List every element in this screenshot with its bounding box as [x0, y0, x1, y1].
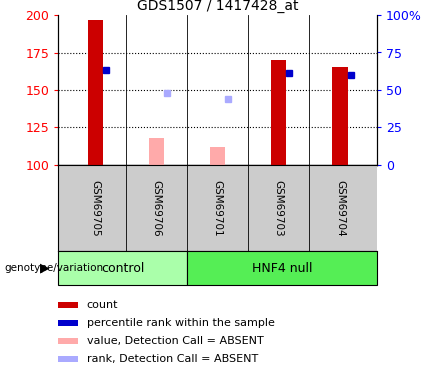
Bar — [58, 338, 78, 344]
Text: GSM69701: GSM69701 — [213, 180, 223, 237]
Text: ▶: ▶ — [40, 262, 50, 274]
Text: GSM69705: GSM69705 — [90, 180, 100, 237]
Text: GSM69704: GSM69704 — [335, 180, 345, 237]
Bar — [58, 251, 187, 285]
Text: GSM69706: GSM69706 — [152, 180, 162, 237]
Bar — [333, 68, 348, 165]
Bar — [187, 251, 377, 285]
Bar — [58, 302, 78, 308]
Text: rank, Detection Call = ABSENT: rank, Detection Call = ABSENT — [87, 354, 258, 364]
Text: count: count — [87, 300, 118, 310]
Bar — [271, 60, 287, 165]
Text: GSM69703: GSM69703 — [274, 180, 284, 237]
Text: genotype/variation: genotype/variation — [4, 263, 103, 273]
Title: GDS1507 / 1417428_at: GDS1507 / 1417428_at — [137, 0, 298, 13]
Text: value, Detection Call = ABSENT: value, Detection Call = ABSENT — [87, 336, 263, 346]
Bar — [58, 356, 78, 362]
Text: control: control — [101, 262, 145, 274]
Bar — [210, 147, 225, 165]
Bar — [149, 138, 164, 165]
Bar — [87, 20, 103, 165]
Text: HNF4 null: HNF4 null — [252, 262, 312, 274]
Text: percentile rank within the sample: percentile rank within the sample — [87, 318, 275, 328]
Bar — [58, 320, 78, 326]
